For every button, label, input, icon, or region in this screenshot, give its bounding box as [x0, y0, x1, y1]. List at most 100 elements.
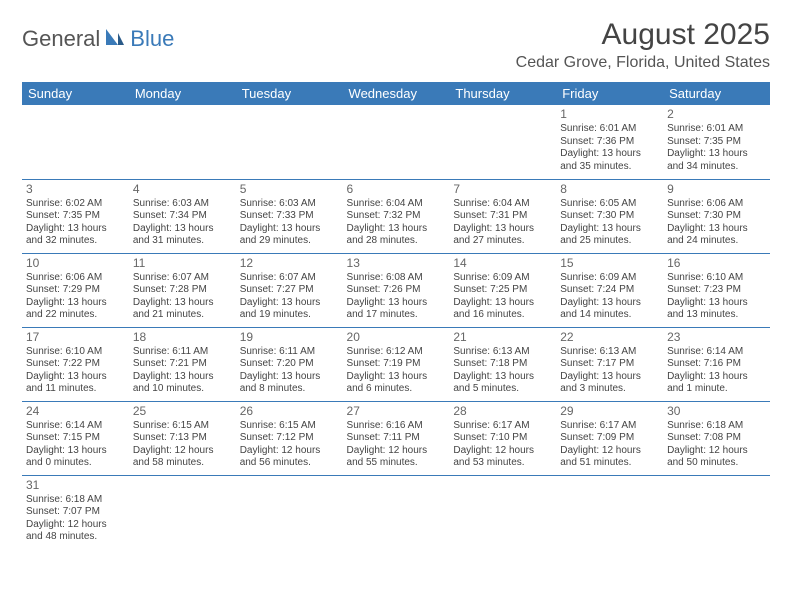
day-number: 13 — [347, 256, 446, 271]
day-header: Saturday — [663, 82, 770, 105]
header: General Blue August 2025 Cedar Grove, Fl… — [22, 18, 770, 72]
calendar-body: 1Sunrise: 6:01 AMSunset: 7:36 PMDaylight… — [22, 105, 770, 549]
daylight-line: Daylight: 13 hours and 29 minutes. — [240, 223, 339, 248]
calendar-day-cell: 11Sunrise: 6:07 AMSunset: 7:28 PMDayligh… — [129, 253, 236, 327]
sunrise-line: Sunrise: 6:13 AM — [560, 346, 659, 359]
sunset-line: Sunset: 7:30 PM — [667, 210, 766, 223]
calendar-day-cell: 20Sunrise: 6:12 AMSunset: 7:19 PMDayligh… — [343, 327, 450, 401]
day-number: 27 — [347, 404, 446, 419]
daylight-line: Daylight: 12 hours and 51 minutes. — [560, 445, 659, 470]
sunset-line: Sunset: 7:28 PM — [133, 284, 232, 297]
day-number: 16 — [667, 256, 766, 271]
calendar-day-cell: 21Sunrise: 6:13 AMSunset: 7:18 PMDayligh… — [449, 327, 556, 401]
daylight-line: Daylight: 13 hours and 25 minutes. — [560, 223, 659, 248]
calendar-empty-cell — [663, 475, 770, 549]
day-number: 17 — [26, 330, 125, 345]
calendar-day-cell: 13Sunrise: 6:08 AMSunset: 7:26 PMDayligh… — [343, 253, 450, 327]
day-number: 11 — [133, 256, 232, 271]
sunset-line: Sunset: 7:09 PM — [560, 432, 659, 445]
sunset-line: Sunset: 7:16 PM — [667, 358, 766, 371]
logo: General Blue — [22, 26, 174, 52]
sunrise-line: Sunrise: 6:11 AM — [240, 346, 339, 359]
calendar-day-cell: 9Sunrise: 6:06 AMSunset: 7:30 PMDaylight… — [663, 179, 770, 253]
day-number: 23 — [667, 330, 766, 345]
daylight-line: Daylight: 12 hours and 53 minutes. — [453, 445, 552, 470]
daylight-line: Daylight: 13 hours and 19 minutes. — [240, 297, 339, 322]
calendar-day-cell: 19Sunrise: 6:11 AMSunset: 7:20 PMDayligh… — [236, 327, 343, 401]
sunrise-line: Sunrise: 6:05 AM — [560, 198, 659, 211]
calendar-day-cell: 6Sunrise: 6:04 AMSunset: 7:32 PMDaylight… — [343, 179, 450, 253]
day-number: 9 — [667, 182, 766, 197]
calendar-day-cell: 4Sunrise: 6:03 AMSunset: 7:34 PMDaylight… — [129, 179, 236, 253]
daylight-line: Daylight: 13 hours and 6 minutes. — [347, 371, 446, 396]
sunset-line: Sunset: 7:23 PM — [667, 284, 766, 297]
calendar-empty-cell — [343, 475, 450, 549]
sunset-line: Sunset: 7:20 PM — [240, 358, 339, 371]
day-number: 1 — [560, 107, 659, 122]
sunset-line: Sunset: 7:27 PM — [240, 284, 339, 297]
daylight-line: Daylight: 13 hours and 16 minutes. — [453, 297, 552, 322]
daylight-line: Daylight: 13 hours and 35 minutes. — [560, 148, 659, 173]
sunset-line: Sunset: 7:22 PM — [26, 358, 125, 371]
calendar-empty-cell — [129, 105, 236, 179]
sunrise-line: Sunrise: 6:13 AM — [453, 346, 552, 359]
sunrise-line: Sunrise: 6:15 AM — [133, 420, 232, 433]
day-number: 22 — [560, 330, 659, 345]
sunrise-line: Sunrise: 6:14 AM — [26, 420, 125, 433]
calendar-day-cell: 8Sunrise: 6:05 AMSunset: 7:30 PMDaylight… — [556, 179, 663, 253]
sunrise-line: Sunrise: 6:16 AM — [347, 420, 446, 433]
sunrise-line: Sunrise: 6:03 AM — [133, 198, 232, 211]
calendar-day-cell: 2Sunrise: 6:01 AMSunset: 7:35 PMDaylight… — [663, 105, 770, 179]
calendar-day-cell: 27Sunrise: 6:16 AMSunset: 7:11 PMDayligh… — [343, 401, 450, 475]
sunset-line: Sunset: 7:17 PM — [560, 358, 659, 371]
calendar-day-cell: 17Sunrise: 6:10 AMSunset: 7:22 PMDayligh… — [22, 327, 129, 401]
sunset-line: Sunset: 7:11 PM — [347, 432, 446, 445]
calendar-day-cell: 29Sunrise: 6:17 AMSunset: 7:09 PMDayligh… — [556, 401, 663, 475]
daylight-line: Daylight: 13 hours and 28 minutes. — [347, 223, 446, 248]
day-header: Wednesday — [343, 82, 450, 105]
sunrise-line: Sunrise: 6:12 AM — [347, 346, 446, 359]
sunset-line: Sunset: 7:19 PM — [347, 358, 446, 371]
sunset-line: Sunset: 7:30 PM — [560, 210, 659, 223]
sunrise-line: Sunrise: 6:01 AM — [667, 123, 766, 136]
daylight-line: Daylight: 13 hours and 5 minutes. — [453, 371, 552, 396]
sunrise-line: Sunrise: 6:02 AM — [26, 198, 125, 211]
calendar-empty-cell — [236, 475, 343, 549]
day-header: Monday — [129, 82, 236, 105]
sunset-line: Sunset: 7:32 PM — [347, 210, 446, 223]
daylight-line: Daylight: 13 hours and 22 minutes. — [26, 297, 125, 322]
sunset-line: Sunset: 7:10 PM — [453, 432, 552, 445]
daylight-line: Daylight: 13 hours and 32 minutes. — [26, 223, 125, 248]
day-header: Sunday — [22, 82, 129, 105]
calendar-empty-cell — [556, 475, 663, 549]
sunrise-line: Sunrise: 6:11 AM — [133, 346, 232, 359]
sunrise-line: Sunrise: 6:04 AM — [347, 198, 446, 211]
sunset-line: Sunset: 7:29 PM — [26, 284, 125, 297]
calendar-empty-cell — [129, 475, 236, 549]
sunset-line: Sunset: 7:31 PM — [453, 210, 552, 223]
sunrise-line: Sunrise: 6:15 AM — [240, 420, 339, 433]
day-number: 4 — [133, 182, 232, 197]
calendar-week-row: 3Sunrise: 6:02 AMSunset: 7:35 PMDaylight… — [22, 179, 770, 253]
day-number: 12 — [240, 256, 339, 271]
day-number: 6 — [347, 182, 446, 197]
day-number: 2 — [667, 107, 766, 122]
sunrise-line: Sunrise: 6:08 AM — [347, 272, 446, 285]
sunrise-line: Sunrise: 6:18 AM — [667, 420, 766, 433]
daylight-line: Daylight: 13 hours and 17 minutes. — [347, 297, 446, 322]
daylight-line: Daylight: 12 hours and 48 minutes. — [26, 519, 125, 544]
sunrise-line: Sunrise: 6:01 AM — [560, 123, 659, 136]
day-number: 26 — [240, 404, 339, 419]
sunrise-line: Sunrise: 6:10 AM — [26, 346, 125, 359]
daylight-line: Daylight: 13 hours and 31 minutes. — [133, 223, 232, 248]
calendar-day-cell: 22Sunrise: 6:13 AMSunset: 7:17 PMDayligh… — [556, 327, 663, 401]
daylight-line: Daylight: 13 hours and 1 minute. — [667, 371, 766, 396]
day-header: Thursday — [449, 82, 556, 105]
calendar-week-row: 24Sunrise: 6:14 AMSunset: 7:15 PMDayligh… — [22, 401, 770, 475]
logo-text-blue: Blue — [130, 26, 174, 52]
daylight-line: Daylight: 12 hours and 55 minutes. — [347, 445, 446, 470]
location-text: Cedar Grove, Florida, United States — [516, 54, 770, 72]
sunset-line: Sunset: 7:26 PM — [347, 284, 446, 297]
calendar-day-cell: 18Sunrise: 6:11 AMSunset: 7:21 PMDayligh… — [129, 327, 236, 401]
calendar-day-cell: 24Sunrise: 6:14 AMSunset: 7:15 PMDayligh… — [22, 401, 129, 475]
